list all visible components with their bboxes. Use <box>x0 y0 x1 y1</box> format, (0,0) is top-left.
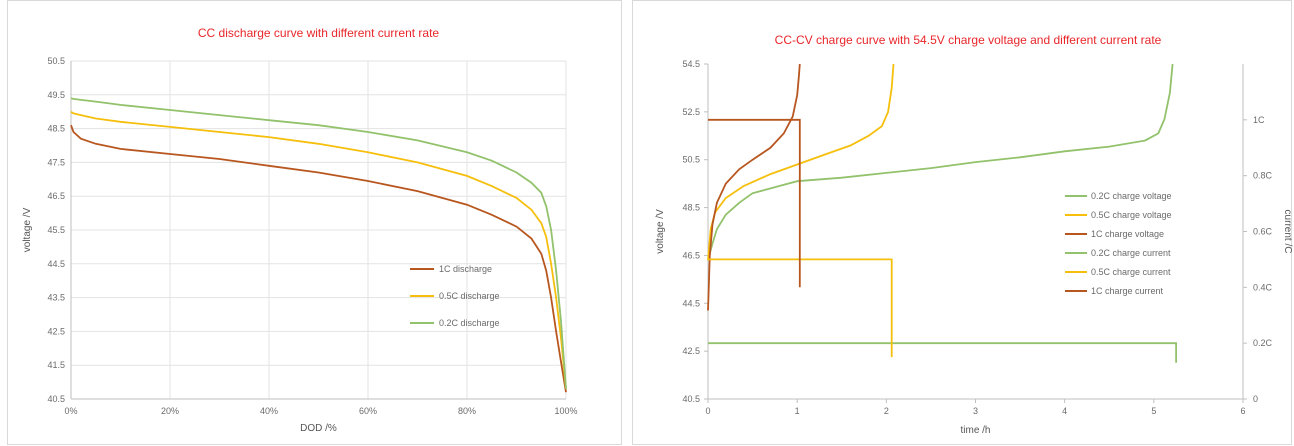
legend-label: 0.5C charge voltage <box>1091 210 1172 220</box>
y-tick-label: 44.5 <box>682 298 700 308</box>
y-tick-label: 52.5 <box>682 107 700 117</box>
x-tick-label: 1 <box>795 406 800 416</box>
y-tick-label: 48.5 <box>47 124 65 134</box>
x-tick-label: 40% <box>260 406 278 416</box>
x-tick-label: 20% <box>161 406 179 416</box>
x-tick-label: 0 <box>705 406 710 416</box>
series-line-1c-charge-current <box>708 118 801 288</box>
y-tick-label: 41.5 <box>47 360 65 370</box>
legend-label: 0.2C charge voltage <box>1091 191 1172 201</box>
y2-tick-label: 0.6C <box>1253 227 1273 237</box>
series-line-0-5c-discharge <box>70 110 567 389</box>
y-tick-label: 47.5 <box>47 157 65 167</box>
legend-label: 0.2C discharge <box>439 318 500 328</box>
y-tick-label: 40.5 <box>682 394 700 404</box>
x-tick-label: 4 <box>1062 406 1067 416</box>
x-tick-label: 5 <box>1151 406 1156 416</box>
y-tick-label: 46.5 <box>682 250 700 260</box>
legend-label: 0.5C charge current <box>1091 267 1171 277</box>
y-tick-label: 42.5 <box>682 346 700 356</box>
y2-tick-label: 0.2C <box>1253 338 1273 348</box>
y-tick-label: 44.5 <box>47 259 65 269</box>
series-line-1c-discharge <box>70 124 567 393</box>
x-tick-label: 2 <box>884 406 889 416</box>
charge-chart-panel: CC-CV charge curve with 54.5V charge vol… <box>632 0 1293 445</box>
y-tick-label: 40.5 <box>47 394 65 404</box>
x-axis-label: time /h <box>960 425 990 436</box>
y-tick-label: 42.5 <box>47 326 65 336</box>
series-line-0-2c-charge-voltage <box>707 63 1174 261</box>
y-tick-label: 46.5 <box>47 191 65 201</box>
x-tick-label: 100% <box>554 406 577 416</box>
series-line-0-2c-discharge <box>70 97 567 389</box>
y2-tick-label: 1C <box>1253 115 1265 125</box>
legend-label: 1C charge voltage <box>1091 229 1164 239</box>
discharge-chart-panel: CC discharge curve with different curren… <box>7 0 622 445</box>
y-tick-label: 48.5 <box>682 203 700 213</box>
x-axis-label: DOD /% <box>300 423 337 434</box>
x-tick-label: 3 <box>973 406 978 416</box>
y-tick-label: 50.5 <box>682 155 700 165</box>
y-tick-label: 49.5 <box>47 90 65 100</box>
y-axis-label: voltage /V <box>22 207 33 252</box>
series-line-0-2c-charge-current <box>708 342 1177 363</box>
legend-label: 1C discharge <box>439 264 492 274</box>
legend-label: 1C charge current <box>1091 286 1164 296</box>
y2-axis-label: current /C <box>1282 210 1293 254</box>
x-tick-label: 80% <box>458 406 476 416</box>
charge-chart: CC-CV charge curve with 54.5V charge vol… <box>655 33 1293 436</box>
x-tick-label: 6 <box>1240 406 1245 416</box>
y-tick-label: 50.5 <box>47 56 65 66</box>
y-axis-label: voltage /V <box>655 209 666 254</box>
x-tick-label: 60% <box>359 406 377 416</box>
y-tick-label: 45.5 <box>47 225 65 235</box>
legend-label: 0.2C charge current <box>1091 248 1171 258</box>
x-tick-label: 0% <box>64 406 77 416</box>
chart-title: CC discharge curve with different curren… <box>198 26 440 40</box>
legend-label: 0.5C discharge <box>439 291 500 301</box>
series-line-0-5c-charge-current <box>708 258 893 358</box>
y-tick-label: 43.5 <box>47 293 65 303</box>
chart-title: CC-CV charge curve with 54.5V charge vol… <box>775 33 1162 47</box>
y2-tick-label: 0 <box>1253 394 1258 404</box>
series-line-0-5c-charge-voltage <box>707 63 895 261</box>
y2-tick-label: 0.8C <box>1253 171 1273 181</box>
series-line-1c-charge-voltage <box>707 63 801 311</box>
discharge-chart: CC discharge curve with different curren… <box>22 26 578 434</box>
y2-tick-label: 0.4C <box>1253 282 1273 292</box>
y-tick-label: 54.5 <box>682 59 700 69</box>
